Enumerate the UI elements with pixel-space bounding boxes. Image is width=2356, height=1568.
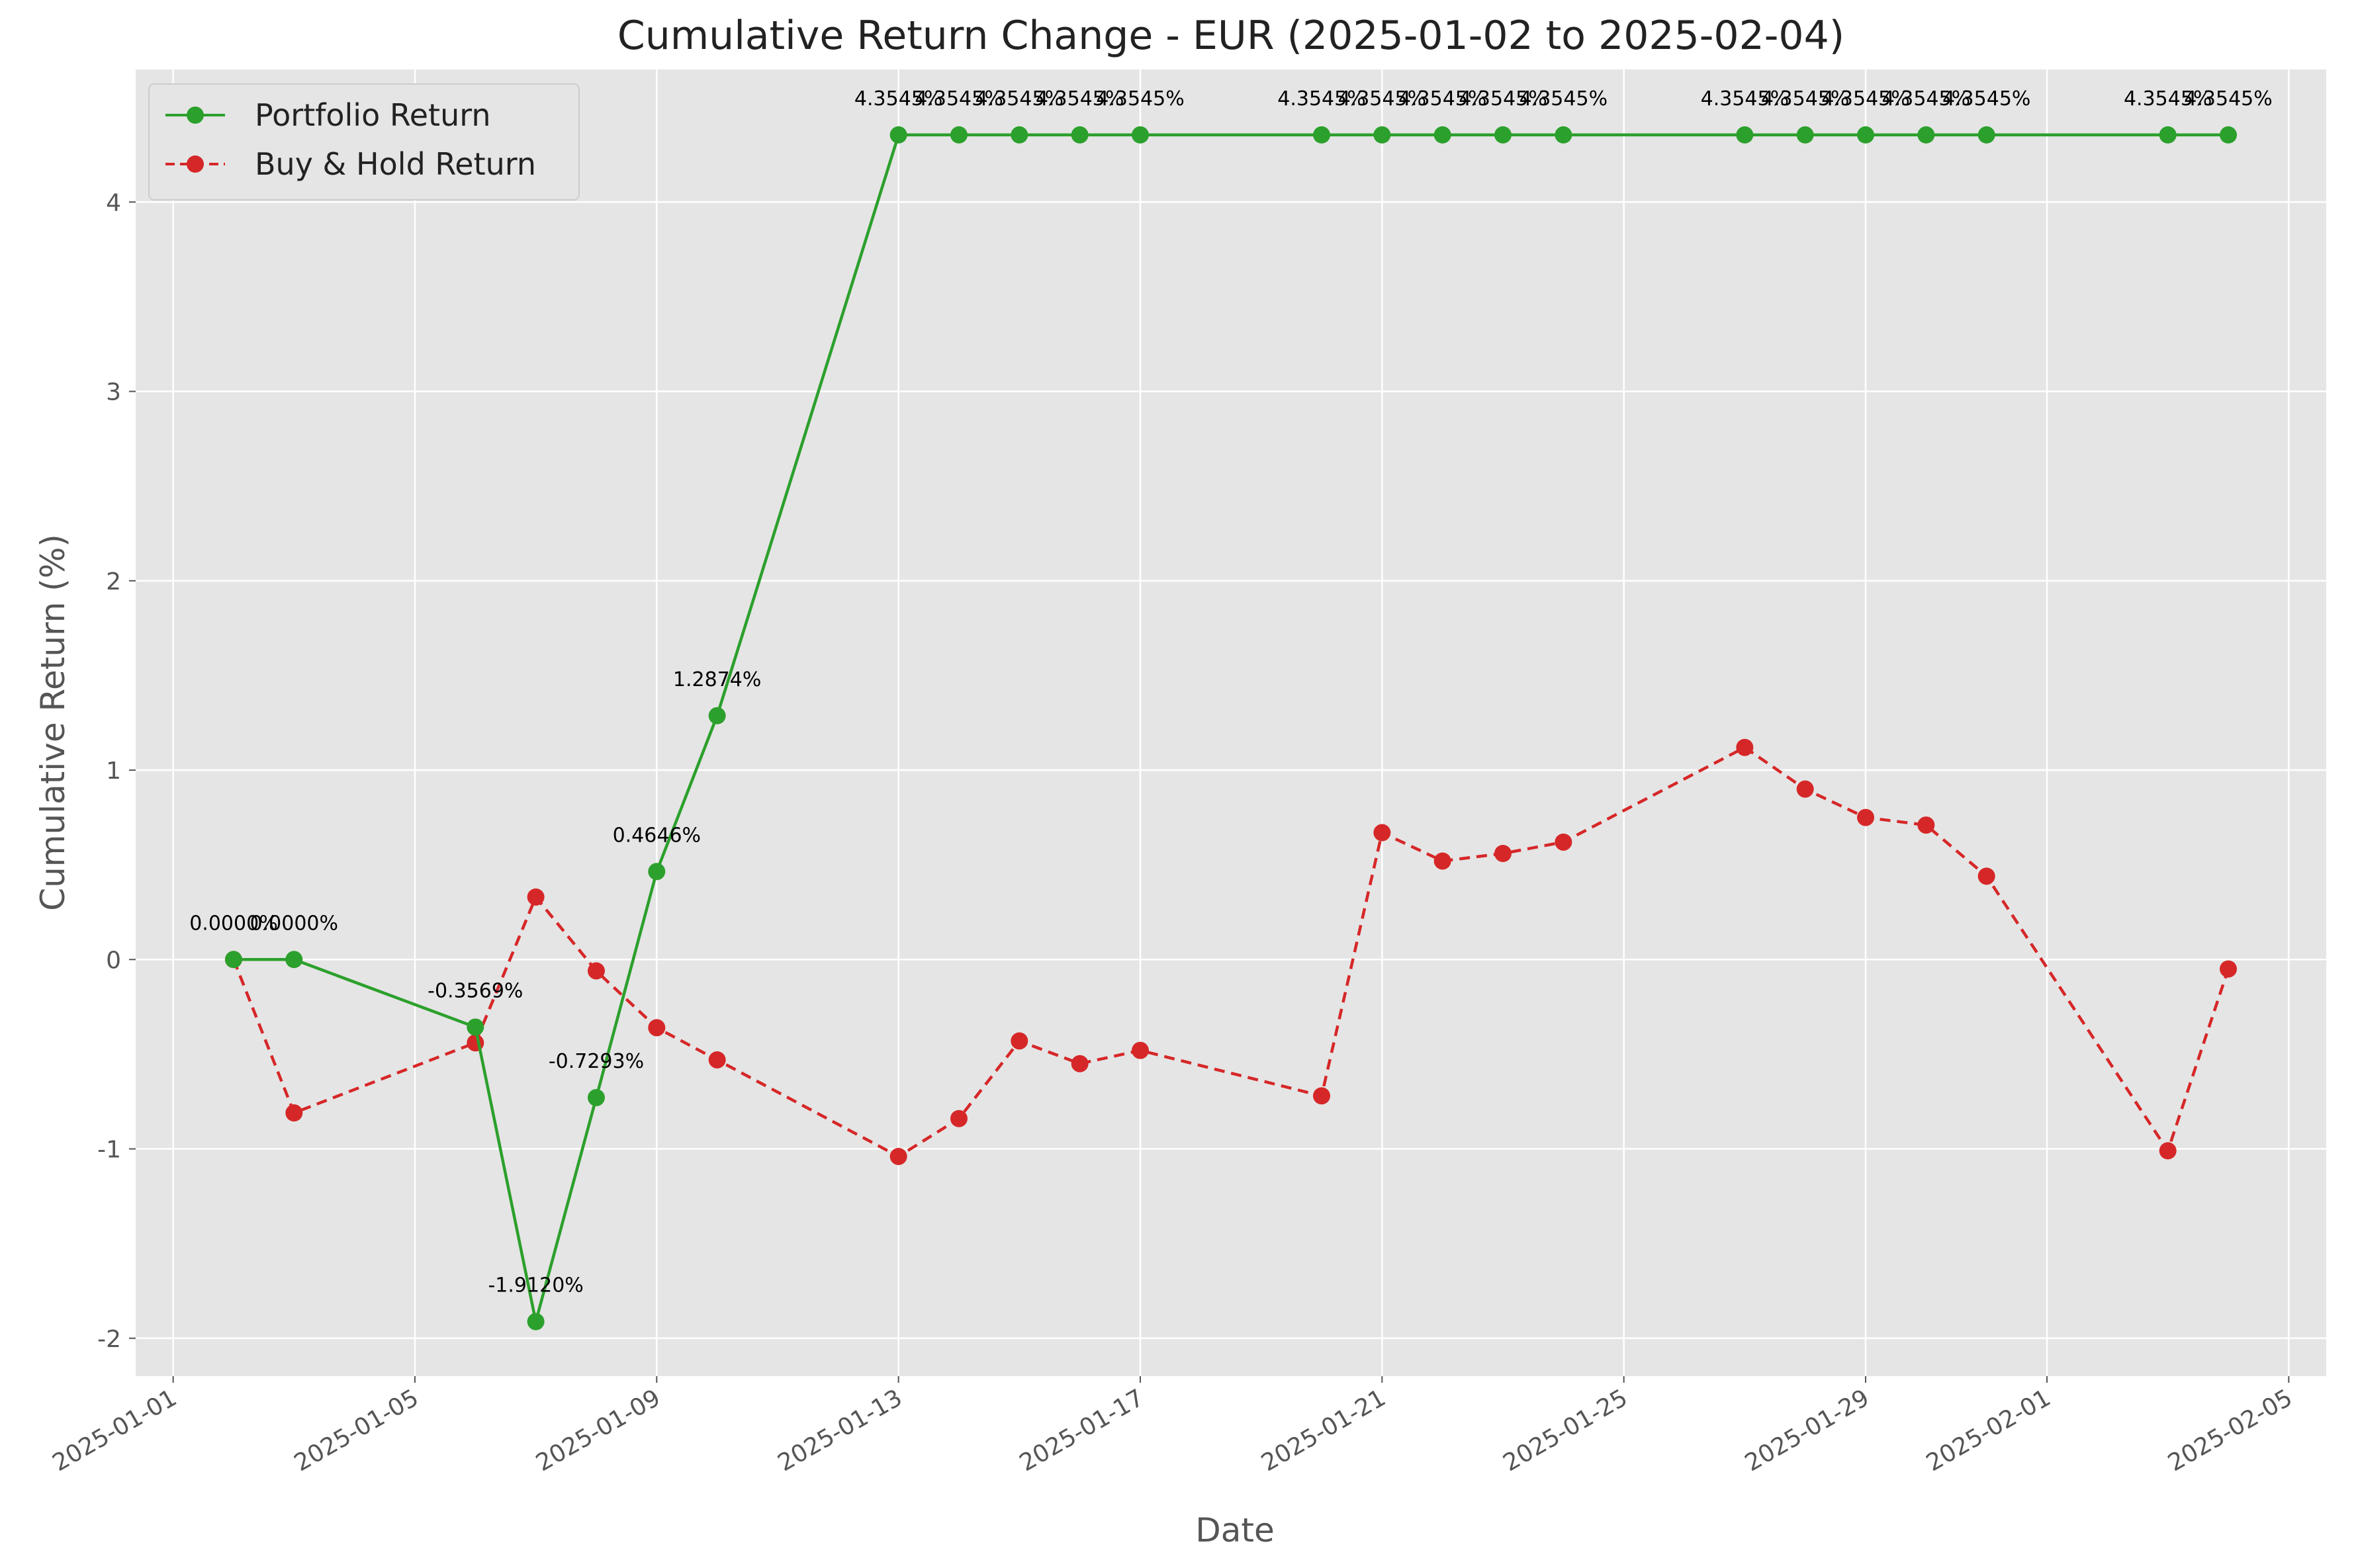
y-tick-label: 0	[106, 947, 121, 974]
data-point	[889, 1147, 907, 1165]
x-axis-label: Date	[1195, 1511, 1275, 1549]
data-point	[467, 1018, 484, 1036]
data-label: 1.2874%	[673, 668, 761, 691]
data-point	[285, 1104, 303, 1122]
data-label: 0.0000%	[189, 912, 277, 935]
y-tick-label: 2	[106, 568, 121, 595]
data-point	[1494, 845, 1512, 862]
data-point	[889, 126, 907, 144]
data-point	[1796, 780, 1814, 798]
y-tick-layer: -2 -1 0 1 2 3 4	[97, 189, 136, 1353]
legend-portfolio-marker	[187, 107, 204, 124]
series-line	[234, 133, 2228, 1323]
data-point	[1555, 833, 1572, 851]
series-portfolio-return	[224, 126, 2238, 1330]
legend-buyhold-marker	[187, 155, 204, 173]
data-point	[648, 863, 666, 881]
data-label: 4.3545%	[1821, 87, 1909, 110]
data-label: 4.3545%	[1459, 87, 1547, 110]
series-layer	[224, 126, 2238, 1330]
data-point	[1555, 126, 1572, 144]
data-label: 4.3545%	[1701, 87, 1789, 110]
y-tick-label: -2	[97, 1326, 121, 1353]
data-point	[1011, 126, 1028, 144]
data-label: 4.3545%	[854, 87, 942, 110]
data-label: 0.4646%	[613, 824, 701, 847]
data-point	[1373, 126, 1391, 144]
data-point	[1796, 126, 1814, 144]
data-point	[2159, 126, 2177, 144]
data-point	[1313, 1087, 1331, 1105]
data-label: -0.3569%	[428, 979, 523, 1002]
data-label: 4.3545%	[1882, 87, 1970, 110]
data-point	[950, 126, 968, 144]
data-point	[950, 1110, 968, 1127]
data-point	[527, 1313, 545, 1330]
data-point	[648, 1019, 666, 1037]
data-point	[1313, 126, 1331, 144]
data-point	[1917, 816, 1935, 834]
data-point	[467, 1034, 484, 1052]
data-point	[224, 951, 242, 969]
data-label: -1.9120%	[488, 1274, 583, 1297]
data-point	[1977, 867, 1995, 885]
data-point	[1857, 808, 1875, 826]
y-tick-label: 3	[106, 379, 121, 406]
data-point	[587, 1089, 605, 1107]
data-label: 4.3545%	[915, 87, 1003, 110]
data-point	[1433, 852, 1451, 870]
plot-area	[136, 69, 2326, 1376]
data-point	[1131, 1041, 1149, 1059]
data-label: -0.7293%	[549, 1050, 644, 1073]
chart-title: Cumulative Return Change - EUR (2025-01-…	[617, 13, 1844, 59]
data-point	[1736, 738, 1754, 756]
data-label: 0.0000%	[250, 912, 338, 935]
data-point	[1977, 126, 1995, 144]
grid-layer	[136, 69, 2326, 1376]
data-point	[587, 962, 605, 980]
data-point	[1373, 824, 1391, 842]
y-tick-label: 4	[106, 189, 121, 216]
data-point	[2159, 1142, 2177, 1160]
data-point	[2220, 960, 2238, 978]
data-point	[1071, 1055, 1089, 1072]
y-tick-label: 1	[106, 758, 121, 785]
data-point	[1917, 126, 1935, 144]
data-label: 4.3545%	[1519, 87, 1608, 110]
data-point	[527, 888, 545, 906]
legend-box	[148, 83, 580, 200]
data-label: 4.3545%	[1942, 87, 2030, 110]
data-label: 4.3545%	[1338, 87, 1426, 110]
data-point	[1071, 126, 1089, 144]
data-point	[1011, 1032, 1028, 1050]
legend-portfolio-text: Portfolio Return	[255, 97, 491, 133]
legend-buyhold-text: Buy & Hold Return	[255, 146, 536, 182]
series-buy-hold-return	[224, 738, 2238, 1165]
data-label: 4.3545%	[975, 87, 1064, 110]
data-label: 4.3545%	[1398, 87, 1486, 110]
data-point	[1433, 126, 1451, 144]
data-point	[708, 707, 726, 724]
data-label: 4.3545%	[1036, 87, 1124, 110]
data-label: 4.3545%	[2124, 87, 2212, 110]
y-tick-label: -1	[97, 1137, 121, 1164]
data-point	[1131, 126, 1149, 144]
data-point	[1494, 126, 1512, 144]
data-point	[2220, 126, 2238, 144]
data-label: 4.3545%	[2184, 87, 2272, 110]
data-point	[1736, 126, 1754, 144]
data-point	[285, 951, 303, 969]
data-label: 4.3545%	[1096, 87, 1184, 110]
data-point	[708, 1051, 726, 1068]
legend: Portfolio Return Buy & Hold Return	[148, 83, 580, 200]
data-point	[1857, 126, 1875, 144]
data-label: 4.3545%	[1277, 87, 1365, 110]
data-label: 4.3545%	[1761, 87, 1849, 110]
y-axis-label: Cumulative Return (%)	[34, 534, 72, 911]
point-label-layer: 0.0000%0.0000% -0.3569% -1.9120% -0.7293% 0.…	[189, 87, 2273, 1297]
